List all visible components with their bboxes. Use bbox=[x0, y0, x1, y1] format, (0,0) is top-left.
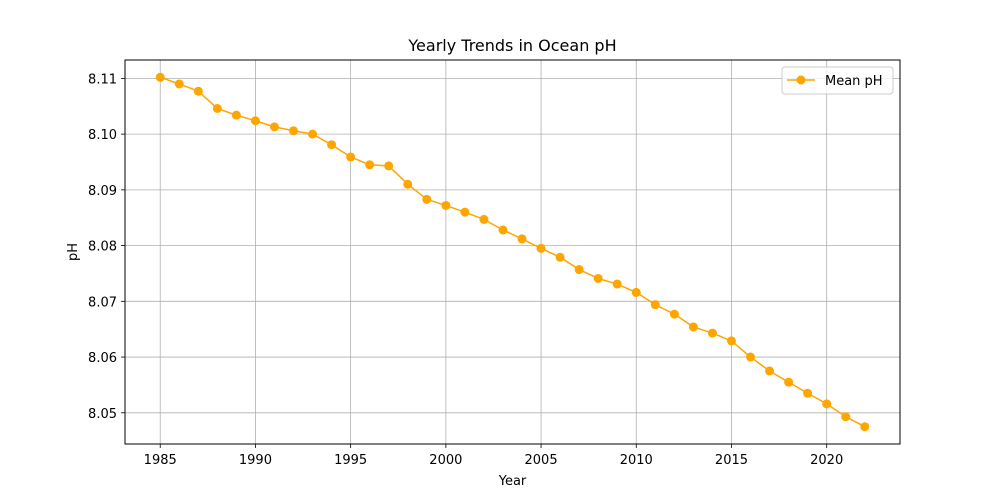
legend-label: Mean pH bbox=[825, 74, 883, 89]
data-point bbox=[308, 129, 318, 139]
data-point bbox=[403, 179, 413, 189]
x-tick-label: 2000 bbox=[429, 453, 462, 468]
data-point bbox=[384, 161, 394, 171]
y-tick-label: 8.07 bbox=[88, 295, 117, 310]
data-point bbox=[231, 110, 241, 120]
plot-frame bbox=[124, 59, 901, 445]
data-point bbox=[593, 273, 603, 283]
data-point bbox=[707, 328, 717, 338]
x-tick-label: 1995 bbox=[334, 453, 367, 468]
x-tick-label: 2010 bbox=[620, 453, 653, 468]
data-point bbox=[841, 412, 851, 422]
legend: Mean pH bbox=[781, 66, 894, 95]
data-point bbox=[650, 300, 660, 310]
data-point bbox=[346, 152, 356, 162]
y-tick-label: 8.11 bbox=[88, 72, 117, 87]
data-point bbox=[174, 79, 184, 89]
data-point bbox=[269, 122, 279, 132]
data-point bbox=[193, 86, 203, 96]
data-point bbox=[365, 160, 375, 170]
data-point bbox=[498, 225, 508, 235]
y-tick-label: 8.09 bbox=[88, 184, 117, 199]
chart-title: Yearly Trends in Ocean pH bbox=[407, 36, 616, 55]
data-point bbox=[688, 322, 698, 332]
y-tick-label: 8.08 bbox=[88, 240, 117, 255]
x-tick-label: 2020 bbox=[810, 453, 843, 468]
x-tick-label: 1990 bbox=[239, 453, 272, 468]
data-point bbox=[803, 388, 813, 398]
data-point bbox=[536, 243, 546, 253]
x-axis-label: Year bbox=[498, 474, 527, 489]
data-point bbox=[765, 366, 775, 376]
data-point bbox=[746, 352, 756, 362]
data-point bbox=[612, 279, 622, 289]
y-tick-label: 8.10 bbox=[88, 128, 117, 143]
data-point bbox=[460, 207, 470, 217]
data-point bbox=[860, 422, 870, 432]
data-point bbox=[155, 72, 165, 82]
y-axis-label: pH bbox=[66, 243, 81, 261]
y-axis-ticks: 8.05 8.06 8.07 8.08 8.09 8.10 8.11 bbox=[88, 72, 125, 422]
y-tick-label: 8.05 bbox=[88, 407, 117, 422]
data-point bbox=[327, 140, 337, 150]
legend-marker-swatch bbox=[796, 75, 806, 85]
x-tick-label: 2005 bbox=[525, 453, 558, 468]
data-point bbox=[822, 399, 832, 409]
data-point bbox=[726, 336, 736, 346]
data-point bbox=[441, 200, 451, 210]
data-point bbox=[555, 252, 565, 262]
x-tick-label: 2015 bbox=[715, 453, 748, 468]
series-layer bbox=[155, 72, 870, 432]
data-point bbox=[250, 116, 260, 126]
data-point bbox=[212, 103, 222, 113]
data-point bbox=[517, 234, 527, 244]
data-point bbox=[289, 126, 299, 136]
x-axis-ticks: 1985 1990 1995 2000 2005 2010 2015 2020 bbox=[144, 444, 843, 468]
data-point bbox=[479, 214, 489, 224]
data-point bbox=[784, 377, 794, 387]
grid-lines bbox=[125, 60, 900, 444]
data-point bbox=[631, 287, 641, 297]
data-point bbox=[422, 194, 432, 204]
legend-box bbox=[781, 66, 894, 95]
x-tick-label: 1985 bbox=[144, 453, 177, 468]
data-point bbox=[574, 265, 584, 275]
y-tick-label: 8.06 bbox=[88, 351, 117, 366]
data-point bbox=[669, 309, 679, 319]
